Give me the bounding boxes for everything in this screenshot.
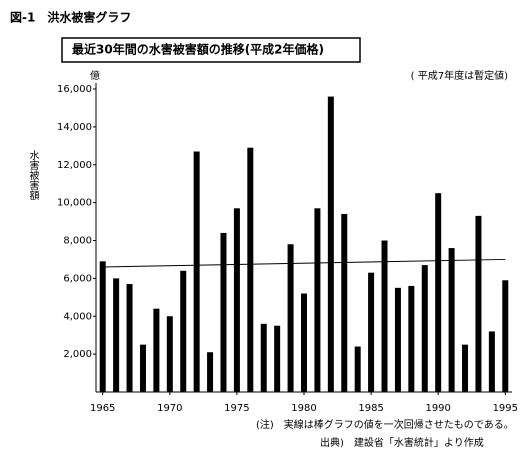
bar — [475, 215, 482, 392]
y-tick-label: 4,000 — [63, 311, 92, 322]
bar — [126, 284, 133, 392]
trend-line — [102, 258, 506, 268]
y-tick-label: 14,000 — [57, 122, 92, 133]
bar — [301, 293, 307, 392]
bar — [488, 331, 495, 392]
bar — [354, 346, 361, 392]
x-tick-label: 1970 — [157, 403, 182, 414]
title-box — [61, 37, 361, 63]
x-tick-label: 1975 — [224, 403, 249, 414]
bar — [381, 240, 388, 392]
bar — [341, 213, 348, 392]
bar — [314, 208, 321, 392]
bar — [408, 285, 415, 392]
bar — [260, 323, 267, 392]
y-tick-label: 12,000 — [57, 160, 92, 171]
y-tick-label: 16,000 — [57, 84, 92, 95]
bar — [287, 244, 294, 392]
footnote: 出典) 建設省「水害統計」より作成 — [320, 436, 484, 449]
bar — [435, 193, 442, 392]
y-tick-label: 10,000 — [57, 198, 92, 209]
bar — [139, 344, 146, 392]
footnote: (注) 実線は棒グラフの値を一次回帰させたものである。 — [256, 418, 514, 431]
bar — [113, 278, 120, 392]
bar — [247, 147, 254, 392]
x-tick-label: 1995 — [493, 403, 518, 414]
bar — [207, 352, 214, 392]
bar — [153, 308, 160, 392]
unit-label: 億 — [90, 69, 100, 82]
bar — [502, 280, 509, 392]
bar — [327, 96, 334, 392]
x-tick-label: 1965 — [90, 403, 115, 414]
chart-title: 最近30年間の水害被害額の推移(平成2年価格) — [72, 42, 324, 57]
bar — [193, 151, 200, 392]
bar — [220, 232, 227, 392]
bar — [368, 272, 375, 392]
bar — [166, 316, 173, 392]
bar — [448, 248, 455, 392]
figure-label: 図-1 洪水被害グラフ — [10, 10, 131, 25]
y-tick-label: 6,000 — [63, 273, 92, 284]
bar — [233, 208, 240, 392]
bar — [421, 265, 428, 392]
y-tick-label: 2,000 — [63, 349, 92, 360]
x-tick-label: 1990 — [425, 403, 450, 414]
x-tick-label: 1980 — [291, 403, 316, 414]
y-tick-label: 8,000 — [63, 236, 92, 247]
bar — [462, 344, 469, 392]
bar — [99, 261, 106, 392]
bar — [180, 270, 187, 392]
note: ( 平成7年度は暫定値) — [411, 69, 508, 82]
bar — [274, 325, 281, 392]
y-axis-label: 水害被害額 — [27, 150, 39, 201]
x-tick-label: 1985 — [358, 403, 383, 414]
bar — [394, 287, 401, 392]
